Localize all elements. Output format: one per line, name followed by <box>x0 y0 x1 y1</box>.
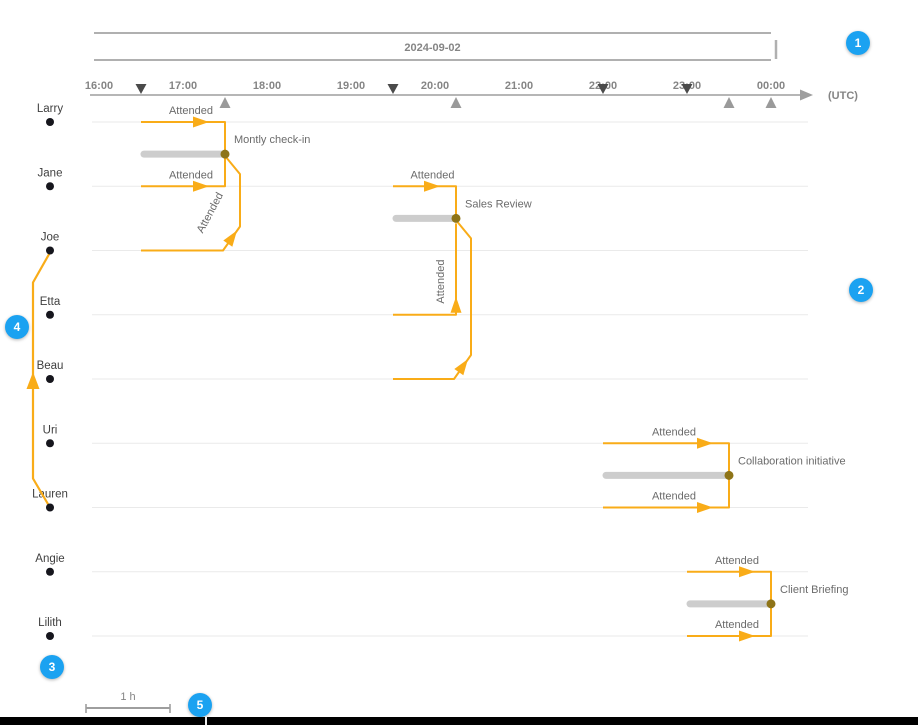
axis-tick-label: 20:00 <box>421 80 449 92</box>
attendee-edge[interactable] <box>141 121 226 155</box>
person-dot[interactable] <box>46 375 54 383</box>
attendee-edge[interactable] <box>393 223 457 316</box>
event-end-marker-icon <box>723 97 735 108</box>
attendee-edge[interactable] <box>687 603 772 637</box>
person-label: Jane <box>38 167 63 179</box>
person-label: Etta <box>40 296 61 308</box>
axis-tick-label: 21:00 <box>505 80 533 92</box>
person-dot[interactable] <box>46 503 54 512</box>
event-dot[interactable] <box>766 599 776 609</box>
attendee-edge[interactable] <box>141 156 241 252</box>
event-start-marker-icon <box>597 84 609 94</box>
attendee-edge[interactable] <box>603 475 730 509</box>
person-dot[interactable] <box>46 310 54 319</box>
person-label: Larry <box>37 103 63 115</box>
person-label: Angie <box>35 553 64 565</box>
attendee-edge[interactable] <box>393 185 457 219</box>
attendee-edge[interactable] <box>603 442 730 476</box>
attended-arrowhead-icon <box>739 630 755 642</box>
axis-arrow-icon <box>800 89 813 101</box>
person-label: Beau <box>37 360 64 372</box>
event-dot[interactable] <box>724 470 734 480</box>
event-label: Collaboration initiative <box>738 455 846 467</box>
event-start-marker-icon <box>135 84 147 94</box>
attended-arrowhead-icon <box>697 502 713 513</box>
person-label: Lauren <box>32 489 68 501</box>
event-end-marker-icon <box>450 97 462 108</box>
attended-label: Attended <box>435 260 447 304</box>
attended-arrowhead-icon <box>193 116 209 128</box>
attended-label: Attended <box>715 619 759 631</box>
event-start-marker-icon <box>681 84 693 94</box>
person-label: Joe <box>41 232 60 244</box>
person-dot[interactable] <box>46 632 54 640</box>
event-dot[interactable] <box>451 213 461 223</box>
event-label: Sales Review <box>465 198 532 210</box>
person-dot[interactable] <box>46 182 54 191</box>
person-dot[interactable] <box>46 246 54 255</box>
attended-label: Attended <box>169 169 213 181</box>
person-label: Uri <box>43 424 58 436</box>
person-dot[interactable] <box>46 439 54 448</box>
person-label: Lilith <box>38 617 62 629</box>
attended-label: Attended <box>715 555 759 567</box>
event-label: Client Briefing <box>780 584 848 596</box>
person-dot[interactable] <box>46 118 54 126</box>
event-label: Montly check-in <box>234 134 310 146</box>
scale-label: 1 h <box>120 691 135 703</box>
attended-arrowhead-icon <box>454 359 468 376</box>
callout-5: 5 <box>188 693 212 717</box>
event-dot[interactable] <box>220 149 230 159</box>
callout-2: 2 <box>849 278 873 302</box>
attended-label: Attended <box>195 191 226 236</box>
date-label: 2024-09-02 <box>404 42 460 54</box>
relation-arrowhead-icon <box>26 372 40 389</box>
attended-arrowhead-icon <box>697 437 713 449</box>
event-start-marker-icon <box>387 84 399 94</box>
attended-label: Attended <box>652 491 696 503</box>
axis-tick-label: 00:00 <box>757 80 785 92</box>
attended-arrowhead-icon <box>450 296 462 313</box>
bottom-bar <box>0 717 918 725</box>
axis-tick-label: 18:00 <box>253 80 281 92</box>
attended-arrowhead-icon <box>193 180 209 192</box>
playhead-notch <box>205 717 207 725</box>
attendee-edge[interactable] <box>393 220 472 380</box>
attended-label: Attended <box>652 426 696 438</box>
attended-label: Attended <box>169 105 213 117</box>
event-end-marker-icon <box>219 97 231 108</box>
axis-tick-label: 16:00 <box>85 80 113 92</box>
callout-4: 4 <box>5 315 29 339</box>
event-end-marker-icon <box>765 97 777 108</box>
utc-label: (UTC) <box>828 90 858 102</box>
attended-arrowhead-icon <box>739 566 755 578</box>
callout-1: 1 <box>846 31 870 55</box>
callout-3: 3 <box>40 655 64 679</box>
axis-tick-label: 17:00 <box>169 80 197 92</box>
attended-label: Attended <box>410 169 454 181</box>
attended-arrowhead-icon <box>424 180 440 192</box>
attended-arrowhead-icon <box>223 230 237 247</box>
axis-tick-label: 19:00 <box>337 80 365 92</box>
attendee-edge[interactable] <box>141 154 226 188</box>
person-dot[interactable] <box>46 567 54 576</box>
attendee-edge[interactable] <box>687 570 772 604</box>
